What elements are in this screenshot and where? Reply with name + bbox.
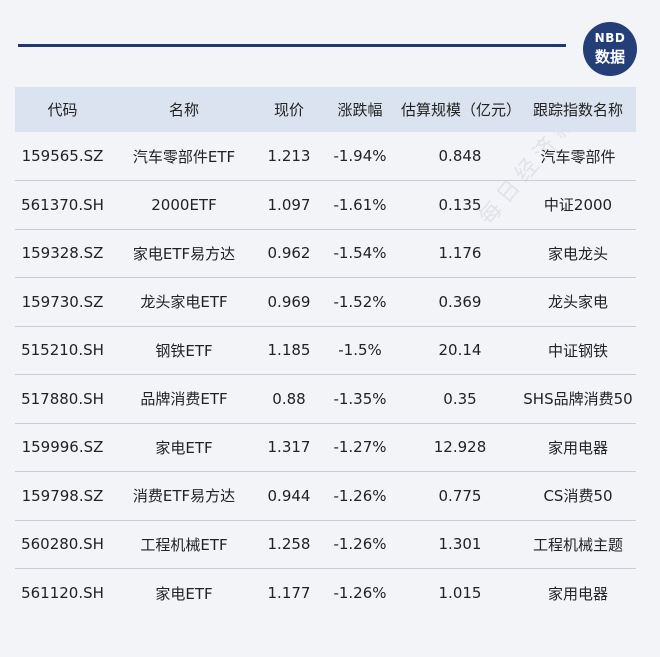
cell-scale: 1.301 [438, 535, 482, 554]
cell-code: 159798.SZ [21, 486, 104, 505]
cell-index: SHS品牌消费50 [523, 390, 633, 409]
cell-index: 工程机械主题 [532, 535, 623, 554]
cell-code: 159730.SZ [21, 292, 104, 311]
cell-code: 159565.SZ [21, 147, 104, 165]
cell-index: 中证钢铁 [547, 341, 608, 360]
cell-scale: 0.775 [438, 486, 482, 505]
cell-index: 家用电器 [547, 584, 608, 603]
cell-scale: 0.369 [438, 292, 482, 311]
cell-name: 家电ETF [155, 438, 213, 457]
column-header-code: 代码 [47, 101, 78, 119]
etf-table: 代码 名称 现价 涨跌幅 估算规模（亿元） 跟踪指数名称 159565.SZ 汽车零部件ET… [15, 87, 636, 617]
cell-name: 汽车零部件ETF [132, 147, 236, 166]
cell-scale: 1.015 [438, 584, 482, 602]
cell-price: 0.944 [267, 486, 311, 505]
cell-scale: 1.176 [438, 244, 482, 263]
cell-scale: 0.135 [438, 195, 482, 214]
table-row: 159328.SZ 家电ETF易方达 0.962 -1.54% 1.176 家电龙头 [15, 229, 636, 278]
header-divider-line [18, 44, 566, 47]
cell-price: 1.097 [267, 195, 311, 214]
table-body: 159565.SZ 汽车零部件ETF 1.213 -1.94% 0.848 汽车零部件 56… [15, 132, 636, 617]
cell-change: -1.61% [333, 195, 387, 214]
cell-code: 515210.SH [21, 341, 104, 360]
cell-change: -1.26% [333, 486, 387, 505]
cell-index: 汽车零部件 [540, 147, 616, 166]
cell-name: 工程机械ETF [140, 535, 228, 554]
cell-code: 561120.SH [21, 584, 104, 602]
cell-code: 517880.SH [21, 389, 104, 408]
column-header-scale: 估算规模（亿元） [401, 101, 522, 119]
table-row: 560280.SH 工程机械ETF 1.258 -1.26% 1.301 工程机械主题 [15, 520, 636, 569]
cell-scale: 20.14 [438, 341, 482, 360]
cell-code: 560280.SH [21, 535, 104, 554]
cell-name: 龙头家电ETF [140, 293, 228, 312]
etf-table-container: 代码 名称 现价 涨跌幅 估算规模（亿元） 跟踪指数名称 159565.SZ 汽车零部件ET… [15, 87, 636, 617]
cell-change: -1.26% [333, 535, 387, 554]
cell-change: -1.52% [333, 292, 387, 311]
table-row: 515210.SH 钢铁ETF 1.185 -1.5% 20.14 中证钢铁 [15, 326, 636, 375]
cell-scale: 12.928 [433, 438, 487, 457]
cell-change: -1.5% [338, 341, 382, 360]
column-header-name: 名称 [168, 101, 199, 119]
cell-price: 0.88 [272, 389, 306, 408]
nbd-data-logo: NBD 数据 [583, 22, 637, 76]
table-row: 561120.SH 家电ETF 1.177 -1.26% 1.015 家用电器 [15, 569, 636, 618]
cell-price: 1.177 [267, 584, 311, 602]
logo-text-nbd: NBD [594, 31, 626, 45]
table-row: 159730.SZ 龙头家电ETF 0.969 -1.52% 0.369 龙头家电 [15, 278, 636, 326]
column-header-price: 现价 [273, 101, 304, 119]
cell-scale: 0.848 [438, 147, 482, 165]
cell-change: -1.26% [333, 584, 387, 602]
column-header-change: 涨跌幅 [337, 101, 383, 119]
cell-index: 中证2000 [543, 196, 613, 215]
cell-code: 159996.SZ [21, 438, 104, 457]
table-row: 159996.SZ 家电ETF 1.317 -1.27% 12.928 家用电器 [15, 423, 636, 472]
table-row: 159798.SZ 消费ETF易方达 0.944 -1.26% 0.775 CS消费50 [15, 472, 636, 520]
cell-change: -1.94% [333, 147, 387, 165]
cell-code: 159328.SZ [21, 244, 104, 263]
table-header-row: 代码 名称 现价 涨跌幅 估算规模（亿元） 跟踪指数名称 [15, 87, 636, 132]
cell-name: 2000ETF [151, 195, 217, 214]
cell-change: -1.54% [333, 244, 387, 263]
cell-price: 0.962 [267, 244, 311, 263]
table-row: 561370.SH 2000ETF 1.097 -1.61% 0.135 中证2000 [15, 181, 636, 229]
cell-name: 消费ETF易方达 [132, 487, 236, 506]
cell-change: -1.27% [333, 438, 387, 457]
table-row: 159565.SZ 汽车零部件ETF 1.213 -1.94% 0.848 汽车零部件 [15, 132, 636, 181]
cell-name: 家电ETF [155, 584, 213, 603]
cell-price: 0.969 [267, 292, 311, 311]
cell-change: -1.35% [333, 389, 387, 408]
cell-name: 家电ETF易方达 [132, 244, 236, 263]
cell-index: CS消费50 [543, 487, 613, 506]
cell-index: 家电龙头 [547, 244, 608, 263]
cell-price: 1.258 [267, 535, 311, 554]
cell-code: 561370.SH [21, 195, 104, 214]
cell-scale: 0.35 [443, 389, 477, 408]
cell-name: 钢铁ETF [155, 341, 213, 360]
table-row: 517880.SH 品牌消费ETF 0.88 -1.35% 0.35 SHS品牌消费50 [15, 375, 636, 423]
cell-name: 品牌消费ETF [140, 390, 228, 409]
cell-price: 1.213 [267, 147, 311, 165]
cell-index: 家用电器 [547, 438, 608, 457]
cell-price: 1.185 [267, 341, 311, 360]
cell-index: 龙头家电 [547, 293, 608, 312]
logo-text-data: 数据 [594, 48, 625, 66]
cell-price: 1.317 [267, 438, 311, 457]
column-header-index: 跟踪指数名称 [532, 101, 623, 119]
